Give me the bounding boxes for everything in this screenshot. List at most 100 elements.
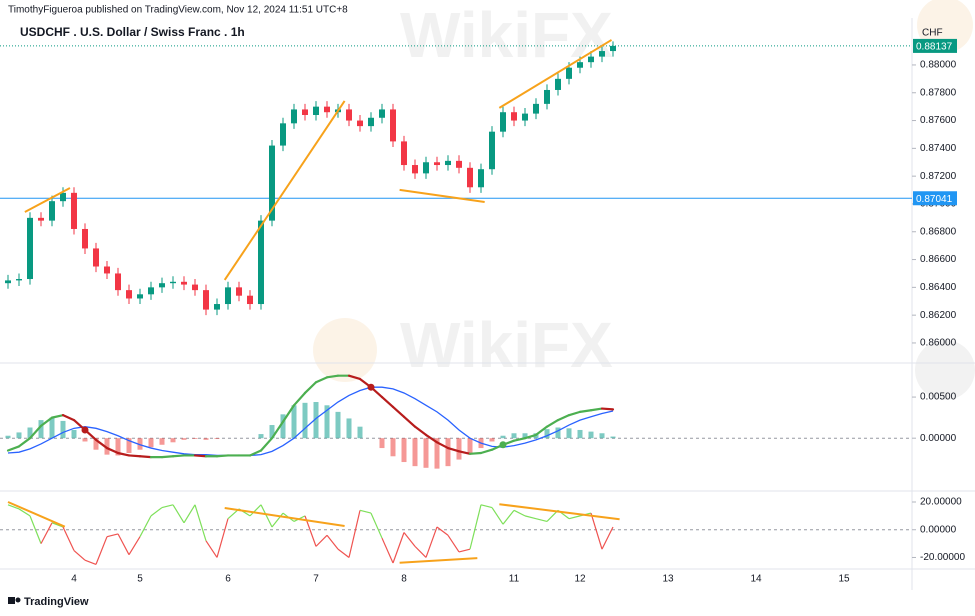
candle-body <box>610 45 616 52</box>
candle-body <box>456 160 462 168</box>
oscillator-segment <box>205 540 218 558</box>
x-tick-label: 8 <box>401 574 407 585</box>
macd-segment <box>556 414 571 422</box>
x-tick-label: 15 <box>838 574 850 585</box>
histogram-bar <box>599 433 605 439</box>
last-price-tag <box>913 38 957 53</box>
oscillator-segment <box>535 518 548 523</box>
candle-body <box>192 284 198 291</box>
histogram-bar <box>610 436 616 439</box>
candle-body <box>533 103 539 114</box>
trendline <box>224 506 345 527</box>
y-tick-label: 0.86600 <box>920 254 957 265</box>
candle-body <box>566 67 572 79</box>
histogram-bar <box>269 425 275 439</box>
macd-segment <box>116 451 131 457</box>
candle-body <box>214 304 220 310</box>
oscillator-segment <box>315 534 328 547</box>
candle-body <box>555 78 561 90</box>
macd-segment <box>193 454 208 458</box>
candle-body <box>478 169 484 188</box>
macd-segment <box>479 448 494 455</box>
histogram-bar <box>280 414 286 439</box>
candle-body <box>82 228 88 249</box>
histogram-bar <box>16 432 22 439</box>
histogram-bar <box>588 431 594 439</box>
oscillator-segment <box>513 509 526 517</box>
candle-body <box>445 160 451 166</box>
candle-body <box>247 295 253 305</box>
trendline <box>7 501 66 528</box>
macd-segment <box>589 407 604 412</box>
candle-body <box>148 287 154 295</box>
histogram-bar <box>159 438 165 445</box>
histogram-bar <box>203 438 209 440</box>
histogram-bar <box>258 434 264 439</box>
histogram-bar <box>555 427 561 439</box>
macd-segment <box>435 441 450 450</box>
oscillator-segment <box>183 504 196 524</box>
oscillator-segment <box>29 515 42 544</box>
oscillator-segment <box>392 532 405 564</box>
histogram-bar <box>566 428 572 439</box>
watermark-logo <box>313 318 377 382</box>
trendline <box>399 188 485 203</box>
candle-body <box>137 294 143 299</box>
macd-segment <box>248 449 263 457</box>
macd-segment <box>567 410 582 417</box>
macd-segment <box>534 425 549 437</box>
y-tick-label: 20.00000 <box>920 497 962 508</box>
candle-body <box>368 117 374 127</box>
candle-body <box>401 141 407 166</box>
oscillator-segment <box>403 532 416 547</box>
macd-segment <box>303 381 318 395</box>
oscillator-segment <box>62 526 75 551</box>
histogram-bar <box>148 438 154 448</box>
histogram-bar <box>346 418 352 439</box>
histogram-bar <box>82 438 88 442</box>
macd-segment <box>413 425 428 437</box>
candle-body <box>434 162 440 166</box>
oscillator-segment <box>370 512 383 539</box>
macd-segment <box>61 414 76 422</box>
y-tick-label: 0.87600 <box>920 115 957 126</box>
oscillator-segment <box>436 526 449 536</box>
histogram-bar <box>60 420 66 439</box>
oscillator-segment <box>590 512 603 550</box>
candle-body <box>313 106 319 115</box>
logo-shape <box>8 597 15 604</box>
watermark-logo <box>915 340 975 400</box>
logo-shape <box>15 597 21 603</box>
macd-segment <box>292 391 307 407</box>
candle-body <box>225 287 231 305</box>
oscillator-segment <box>601 526 614 550</box>
oscillator-segment <box>128 536 141 556</box>
trendline <box>498 39 613 109</box>
x-tick-label: 12 <box>574 574 586 585</box>
candle-body <box>412 165 418 174</box>
histogram-bar <box>335 411 341 439</box>
macd-segment <box>50 414 65 419</box>
histogram-bar <box>467 438 473 454</box>
y-axis-label: CHF <box>922 28 943 39</box>
watermark: WikiFX <box>400 0 613 71</box>
oscillator-segment <box>524 515 537 520</box>
histogram-bar <box>401 438 407 463</box>
y-tick-label: 0.86800 <box>920 226 957 237</box>
cross-dot <box>81 426 89 434</box>
trendline <box>499 503 620 521</box>
oscillator-segment <box>216 518 229 558</box>
y-tick-label: 0.00000 <box>920 433 957 444</box>
price-tag <box>913 191 957 206</box>
histogram-bar <box>445 438 451 467</box>
candle-body <box>511 112 517 121</box>
candle-body <box>16 279 22 281</box>
cross-dot <box>499 441 507 449</box>
candle-body <box>522 113 528 121</box>
macd-segment <box>468 451 483 455</box>
y-tick-label: 0.86200 <box>920 310 957 321</box>
histogram-bar <box>412 438 418 467</box>
y-tick-label: 0.87200 <box>920 171 957 182</box>
trendline <box>223 100 346 281</box>
macd-segment <box>270 420 285 440</box>
